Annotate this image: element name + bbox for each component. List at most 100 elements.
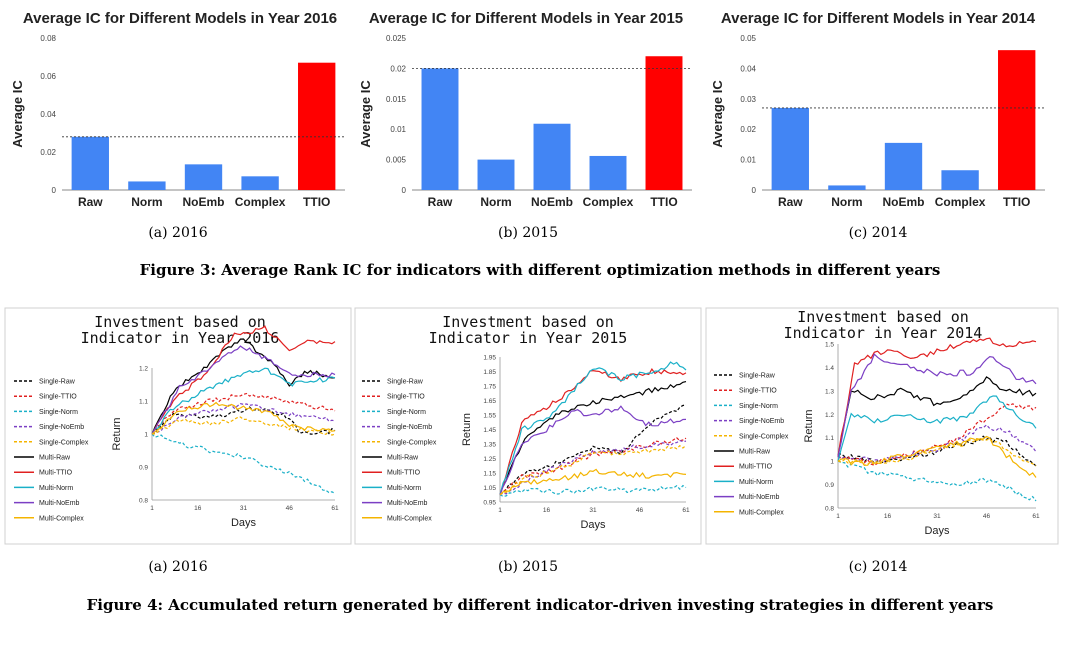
y-tick-label: 0.005 — [386, 156, 407, 165]
y-tick-label: 1.85 — [483, 369, 496, 376]
legend-label: Multi-TTIO — [39, 470, 73, 477]
y-tick-label: 1.1 — [139, 399, 148, 406]
fig4-sublabel-c: (c) 2014 — [849, 559, 908, 575]
bar-raw — [71, 136, 109, 190]
x-tick-label: NoEmb — [183, 195, 225, 209]
y-tick-label: 1.35 — [483, 442, 496, 449]
bar-chart-title: Average IC for Different Models in Year … — [23, 10, 337, 27]
y-axis-label: Average IC — [710, 80, 725, 148]
y-axis-label: Return — [803, 409, 815, 442]
bar-norm — [477, 159, 515, 190]
line-chart-title: Indicator in Year 2015 — [429, 329, 628, 347]
x-tick-label: 46 — [286, 505, 294, 512]
bar-chart-title: Average IC for Different Models in Year … — [369, 10, 683, 27]
line-chart-title: Indicator in Year 2014 — [784, 324, 983, 342]
y-tick-label: 1.2 — [825, 412, 834, 419]
y-axis-label: Return — [111, 417, 123, 450]
legend-label: Single-Complex — [739, 433, 789, 440]
bar-chart-title: Average IC for Different Models in Year … — [721, 10, 1036, 27]
y-tick-label: 0.025 — [386, 34, 407, 43]
legend-label: Multi-Raw — [39, 455, 71, 462]
x-tick-label: Raw — [778, 195, 803, 209]
x-tick-label: 1 — [836, 513, 840, 520]
x-tick-label: 16 — [543, 507, 551, 514]
fig3-sublabel-c: (c) 2014 — [849, 225, 908, 241]
x-tick-label: 31 — [589, 507, 597, 514]
series-line-multi-complex — [151, 401, 336, 435]
x-tick-label: 31 — [240, 505, 248, 512]
x-tick-label: NoEmb — [531, 195, 573, 209]
legend-label: Multi-TTIO — [739, 464, 773, 471]
y-tick-label: 0.04 — [740, 64, 756, 73]
bar-ttio — [298, 62, 336, 191]
legend-label: Multi-NoEmb — [387, 500, 428, 507]
legend-label: Single-Norm — [739, 403, 778, 410]
charts-layer: Average IC for Different Models in Year … — [10, 10, 1045, 537]
y-tick-label: 1.75 — [483, 384, 496, 391]
y-tick-label: 0.8 — [139, 498, 148, 505]
series-line-single-norm — [499, 484, 687, 497]
y-tick-label: 1.25 — [483, 456, 496, 463]
x-tick-label: 61 — [1032, 513, 1040, 520]
y-tick-label: 1.1 — [825, 435, 834, 442]
legend-label: Multi-Norm — [387, 485, 421, 492]
series-line-multi-norm — [151, 367, 336, 435]
y-tick-label: 1.3 — [825, 388, 834, 395]
y-tick-label: 1 — [830, 459, 834, 466]
series-line-single-norm — [151, 433, 336, 494]
x-tick-label: Norm — [831, 195, 862, 209]
legend-label: Single-Norm — [387, 409, 426, 416]
x-axis-label: Days — [580, 519, 606, 531]
y-tick-label: 0 — [752, 186, 757, 195]
legend-label: Single-Raw — [387, 379, 424, 386]
series-line-single-norm — [837, 460, 1037, 502]
series-line-single-ttio — [151, 392, 336, 435]
y-tick-label: 0.06 — [40, 72, 56, 81]
line-chart-title: Indicator in Year 2016 — [81, 329, 280, 347]
x-tick-label: Raw — [78, 195, 103, 209]
line-chart-title: Investment based on — [442, 313, 614, 331]
bar-ttio — [998, 50, 1036, 190]
fig4-sublabel-a: (a) 2016 — [148, 559, 207, 575]
x-tick-label: Complex — [583, 195, 634, 209]
y-axis-label: Return — [461, 413, 473, 446]
y-tick-label: 1.95 — [483, 355, 496, 362]
bar-complex — [241, 176, 279, 190]
x-tick-label: Complex — [235, 195, 286, 209]
x-tick-label: Raw — [428, 195, 453, 209]
bar-norm — [128, 181, 166, 190]
y-tick-label: 1.65 — [483, 398, 496, 405]
x-tick-label: 16 — [884, 513, 892, 520]
x-axis-label: Days — [924, 525, 950, 537]
fig4-sublabel-b: (b) 2015 — [498, 559, 558, 575]
bar-noemb — [884, 142, 923, 190]
legend-label: Multi-Complex — [739, 509, 784, 516]
bar-noemb — [184, 164, 223, 190]
y-tick-label: 0.015 — [386, 95, 407, 104]
legend-label: Multi-NoEmb — [39, 500, 80, 507]
legend-label: Multi-Complex — [39, 515, 84, 522]
bar-raw — [771, 107, 809, 190]
series-line-single-noemb — [499, 439, 687, 496]
legend-label: Single-TTIO — [39, 394, 77, 401]
y-tick-label: 0 — [52, 186, 57, 195]
x-tick-label: TTIO — [303, 195, 330, 209]
legend-label: Multi-Raw — [739, 449, 771, 456]
line-chart-title: Investment based on — [94, 313, 266, 331]
legend-label: Single-NoEmb — [387, 424, 432, 431]
legend-label: Single-NoEmb — [39, 424, 84, 431]
series-line-single-complex — [151, 416, 336, 436]
x-tick-label: Complex — [935, 195, 986, 209]
legend-label: Multi-Complex — [387, 515, 432, 522]
x-tick-label: 61 — [331, 505, 339, 512]
series-line-multi-noemb — [499, 405, 687, 496]
series-line-multi-ttio — [151, 325, 336, 435]
y-axis-label: Average IC — [10, 80, 25, 148]
legend-label: Single-TTIO — [739, 388, 777, 395]
y-tick-label: 0.95 — [483, 500, 496, 507]
legend-label: Multi-Raw — [387, 455, 419, 462]
legend-label: Single-Raw — [39, 379, 76, 386]
x-tick-label: 61 — [682, 507, 690, 514]
